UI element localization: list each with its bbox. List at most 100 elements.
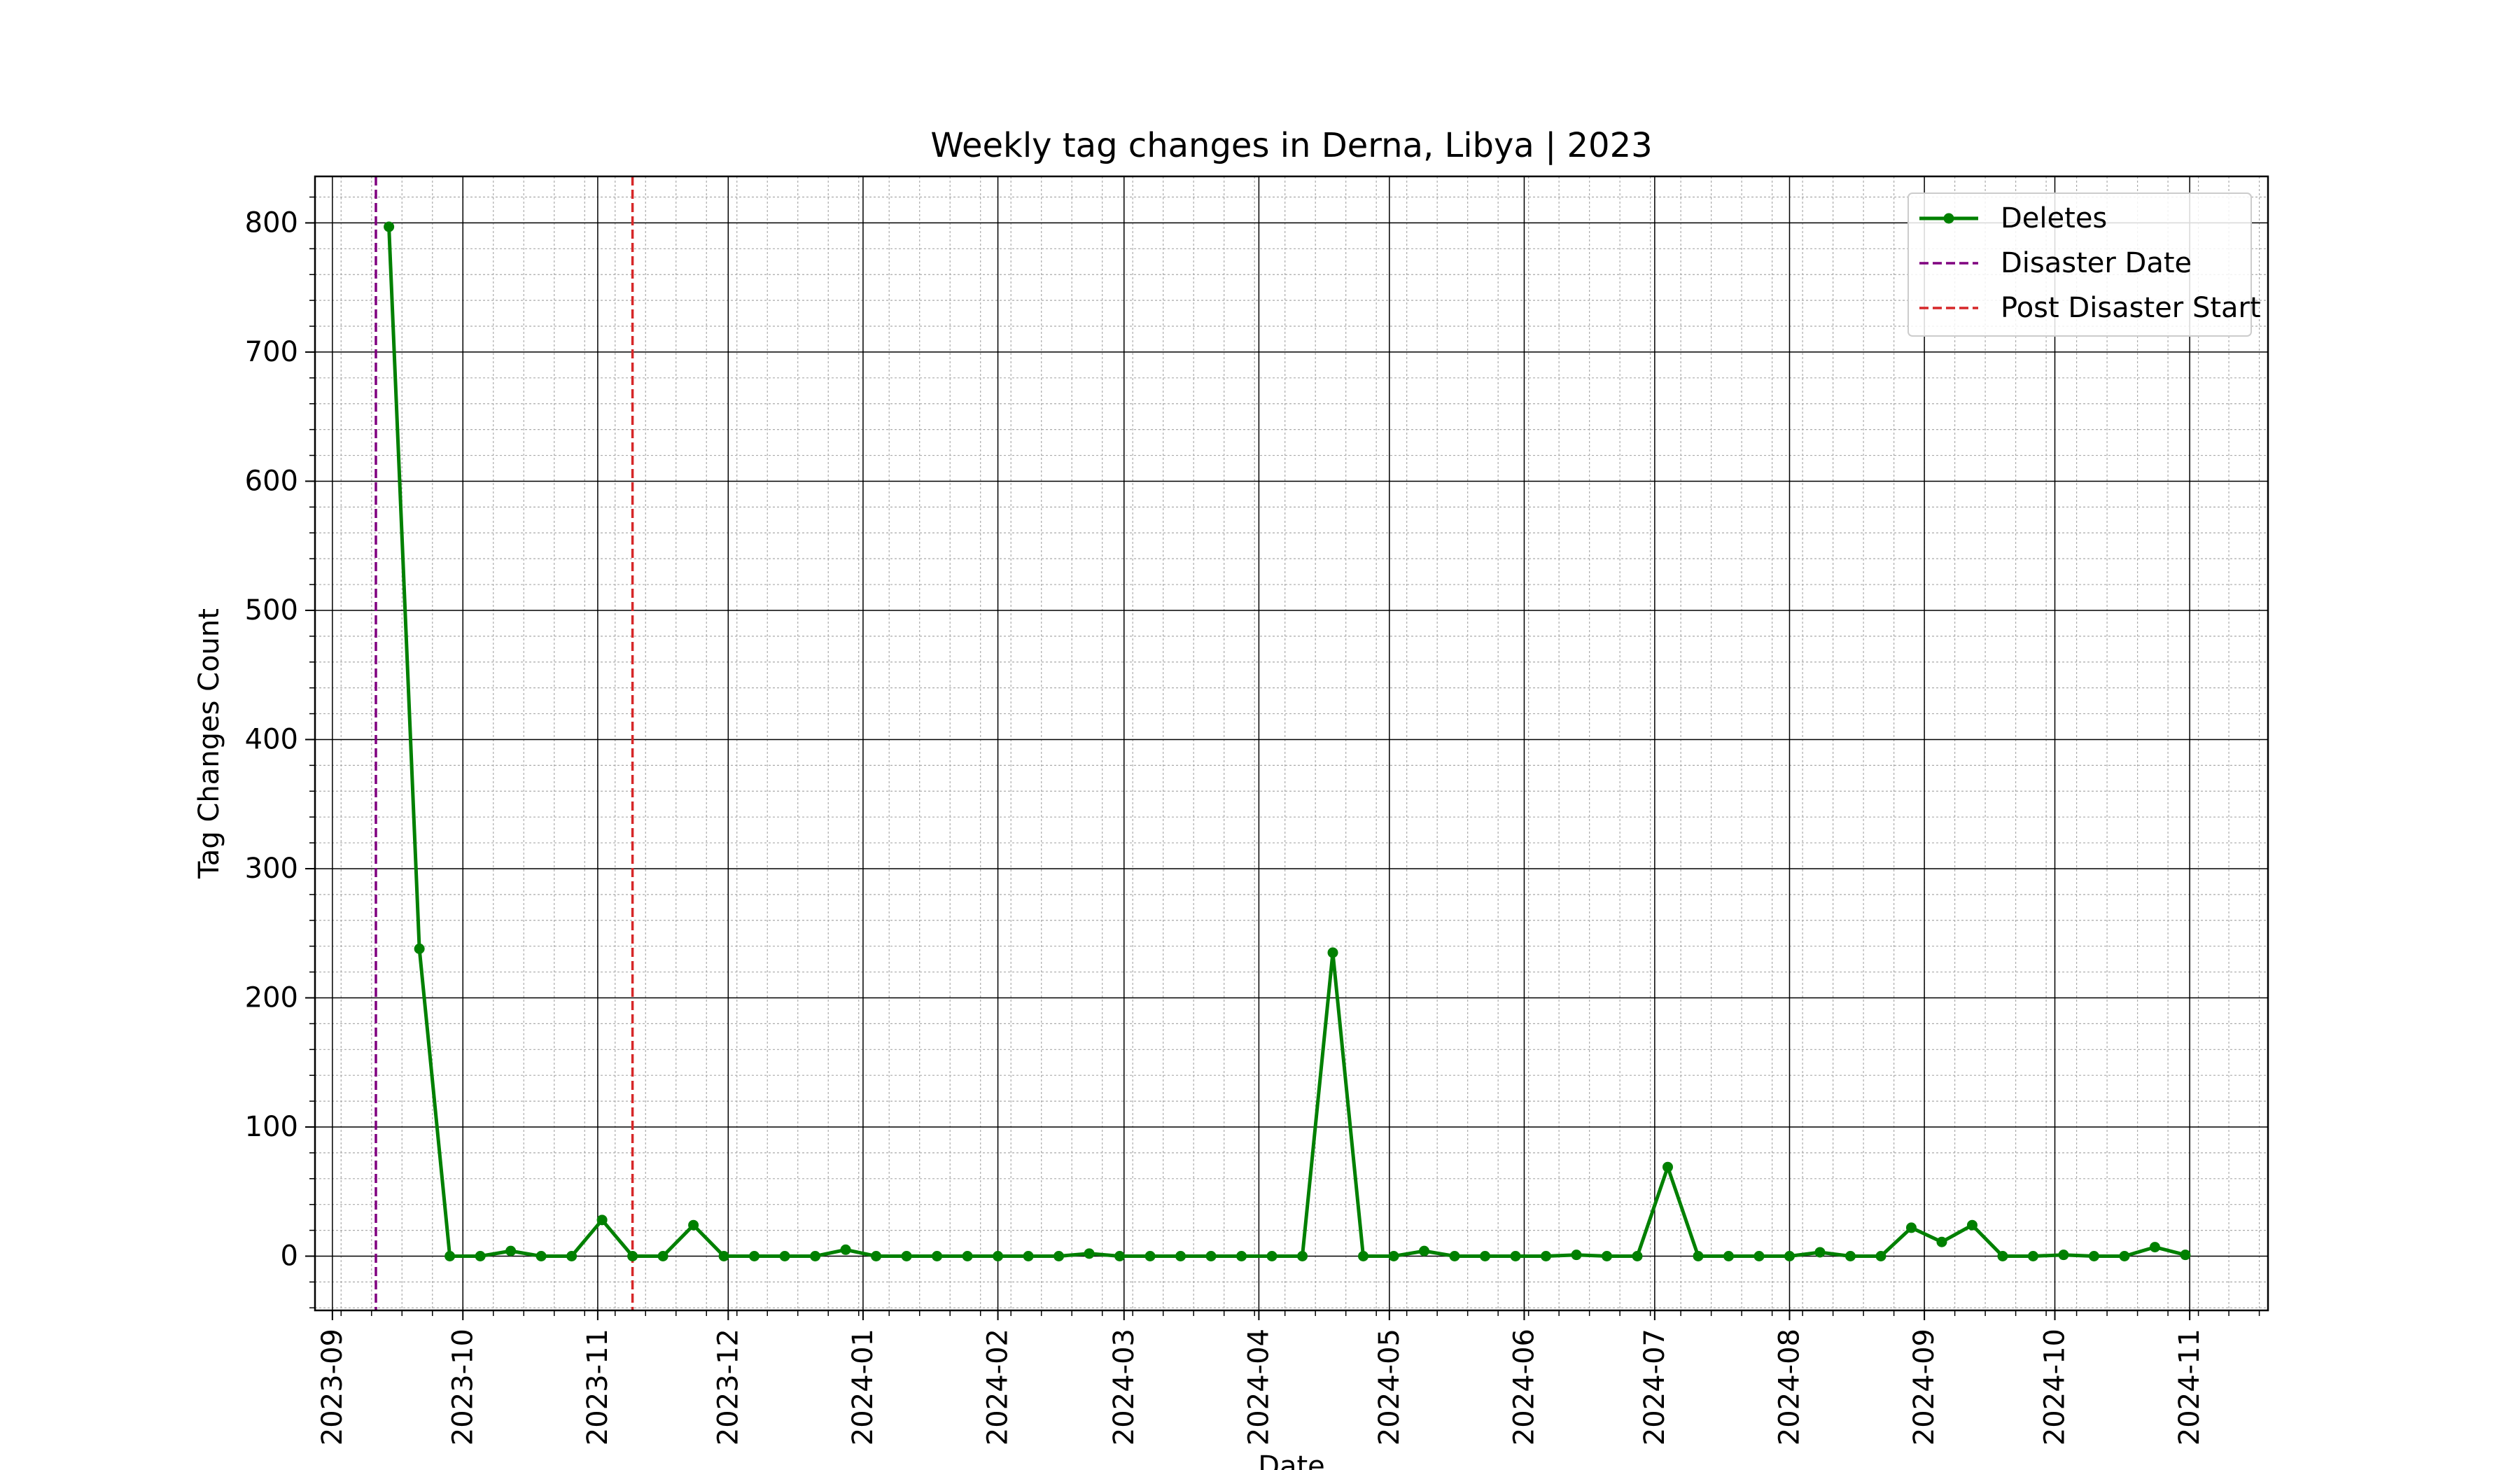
x-axis-label: Date bbox=[1258, 1450, 1325, 1470]
y-tick-label: 100 bbox=[245, 1111, 298, 1143]
data-point bbox=[1966, 1219, 1977, 1231]
legend-marker bbox=[1943, 213, 1954, 224]
minor-grid bbox=[315, 176, 2268, 1310]
data-point bbox=[718, 1251, 729, 1262]
data-point bbox=[1997, 1251, 2008, 1262]
data-point bbox=[993, 1251, 1004, 1262]
data-point bbox=[932, 1251, 943, 1262]
data-point bbox=[779, 1251, 790, 1262]
data-series bbox=[384, 221, 2191, 1262]
data-point bbox=[871, 1251, 882, 1262]
data-point bbox=[1693, 1251, 1704, 1262]
data-point bbox=[1571, 1250, 1582, 1261]
data-point bbox=[444, 1251, 456, 1262]
data-point bbox=[2027, 1251, 2038, 1262]
y-tick-label: 800 bbox=[245, 206, 298, 239]
y-axis-label: Tag Changes Count bbox=[193, 608, 225, 879]
data-point bbox=[566, 1251, 578, 1262]
x-tick-label: 2023-11 bbox=[582, 1329, 614, 1446]
data-point bbox=[1388, 1251, 1399, 1262]
data-point bbox=[962, 1251, 973, 1262]
data-point bbox=[1054, 1251, 1065, 1262]
chart-title: Weekly tag changes in Derna, Libya | 202… bbox=[930, 126, 1652, 165]
data-point bbox=[384, 221, 395, 232]
y-tick-label: 0 bbox=[281, 1240, 298, 1273]
data-point bbox=[657, 1251, 668, 1262]
plot-area-frame bbox=[314, 175, 2269, 1312]
data-point bbox=[1936, 1236, 1947, 1247]
data-point bbox=[1723, 1251, 1734, 1262]
data-point bbox=[1632, 1251, 1643, 1262]
legend-label: Post Disaster Start bbox=[2001, 292, 2261, 324]
data-point bbox=[1480, 1251, 1491, 1262]
x-tick-label: 2024-10 bbox=[2039, 1329, 2071, 1446]
legend-box bbox=[1907, 192, 2252, 337]
data-point bbox=[1297, 1251, 1308, 1262]
data-point bbox=[1754, 1251, 1765, 1262]
data-point bbox=[1266, 1251, 1278, 1262]
data-point bbox=[1875, 1251, 1886, 1262]
x-tick-label: 2023-10 bbox=[447, 1329, 479, 1446]
data-point bbox=[1327, 947, 1338, 958]
data-point bbox=[749, 1251, 760, 1262]
data-point bbox=[536, 1251, 547, 1262]
data-point bbox=[596, 1214, 608, 1226]
data-point bbox=[688, 1219, 699, 1231]
data-point bbox=[2149, 1242, 2160, 1253]
y-tick-label: 500 bbox=[245, 594, 298, 626]
data-point bbox=[1905, 1222, 1917, 1233]
y-tick-label: 700 bbox=[245, 336, 298, 368]
axis-ticks: 2023-09 2023-10 2023-11 2023-12 2024-01 2024-… bbox=[245, 196, 2260, 1446]
data-point bbox=[810, 1251, 821, 1262]
data-point bbox=[2088, 1251, 2099, 1262]
x-tick-label: 2024-08 bbox=[1773, 1329, 1805, 1446]
data-point bbox=[505, 1245, 517, 1256]
series-line bbox=[387, 226, 2186, 1258]
data-point bbox=[1510, 1251, 1521, 1262]
major-grid bbox=[315, 176, 2268, 1310]
x-tick-label: 2024-11 bbox=[2174, 1329, 2206, 1446]
data-point bbox=[1144, 1251, 1156, 1262]
data-point bbox=[414, 943, 425, 954]
chart-legend: Deletes Disaster Date Post Disaster Start bbox=[1907, 192, 2261, 337]
data-point bbox=[1114, 1251, 1126, 1262]
x-tick-label: 2024-04 bbox=[1242, 1329, 1275, 1446]
y-tick-label: 400 bbox=[245, 723, 298, 755]
data-point bbox=[1205, 1251, 1217, 1262]
x-tick-label: 2024-07 bbox=[1639, 1329, 1671, 1446]
data-point bbox=[1084, 1248, 1095, 1259]
data-point bbox=[1662, 1161, 1673, 1172]
data-point bbox=[1358, 1251, 1369, 1262]
data-point bbox=[840, 1244, 851, 1255]
data-point bbox=[1236, 1251, 1247, 1262]
legend-label: Deletes bbox=[2001, 202, 2107, 234]
data-point bbox=[1814, 1247, 1826, 1258]
data-point bbox=[2058, 1250, 2069, 1261]
y-tick-label: 600 bbox=[245, 465, 298, 497]
data-point bbox=[1541, 1251, 1552, 1262]
reference-lines bbox=[374, 176, 634, 1310]
x-tick-label: 2024-06 bbox=[1508, 1329, 1540, 1446]
legend-label: Disaster Date bbox=[2001, 247, 2192, 279]
data-point bbox=[901, 1251, 912, 1262]
x-tick-label: 2023-12 bbox=[712, 1329, 744, 1446]
data-point bbox=[1023, 1251, 1034, 1262]
data-point bbox=[2119, 1251, 2130, 1262]
data-point bbox=[1602, 1251, 1613, 1262]
y-tick-label: 300 bbox=[245, 853, 298, 885]
data-point bbox=[1784, 1251, 1795, 1262]
data-point bbox=[1419, 1245, 1430, 1256]
x-tick-label: 2023-09 bbox=[316, 1329, 349, 1446]
data-point bbox=[1844, 1251, 1856, 1262]
data-point bbox=[1449, 1251, 1460, 1262]
x-tick-label: 2024-09 bbox=[1908, 1329, 1940, 1446]
data-point bbox=[475, 1251, 486, 1262]
x-tick-label: 2024-05 bbox=[1373, 1329, 1406, 1446]
data-point bbox=[1175, 1251, 1186, 1262]
data-point bbox=[2180, 1250, 2191, 1261]
x-tick-label: 2024-02 bbox=[982, 1329, 1014, 1446]
data-point bbox=[627, 1251, 638, 1262]
x-tick-label: 2024-01 bbox=[847, 1329, 879, 1446]
y-tick-label: 200 bbox=[245, 981, 298, 1014]
